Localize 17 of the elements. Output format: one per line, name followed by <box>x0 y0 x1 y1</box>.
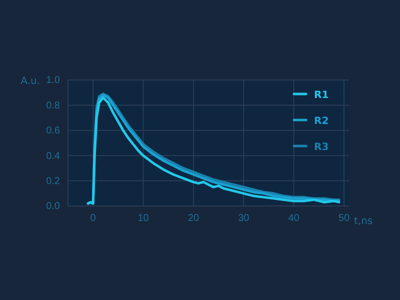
y-tick-label: 1.0 <box>46 75 60 86</box>
y-tick-label: 0.6 <box>46 126 60 137</box>
y-tick-label: 0.2 <box>46 176 60 187</box>
x-tick-label: 50 <box>338 213 350 224</box>
legend-label: R1 <box>314 90 329 101</box>
x-axis-title: t,ns <box>354 216 373 227</box>
y-tick-label: 0.0 <box>46 201 60 212</box>
y-tick-label: 0.4 <box>46 150 60 162</box>
legend-label: R3 <box>314 142 329 153</box>
x-tick-label: 30 <box>238 213 250 224</box>
y-axis-title: A.u. <box>20 76 40 87</box>
legend-label: R2 <box>314 116 329 127</box>
x-tick-label: 10 <box>138 213 150 224</box>
x-tick-label: 20 <box>188 213 200 224</box>
x-tick-label: 40 <box>288 213 300 224</box>
x-tick-label: 0 <box>90 213 96 224</box>
y-tick-label: 0.8 <box>46 100 60 112</box>
